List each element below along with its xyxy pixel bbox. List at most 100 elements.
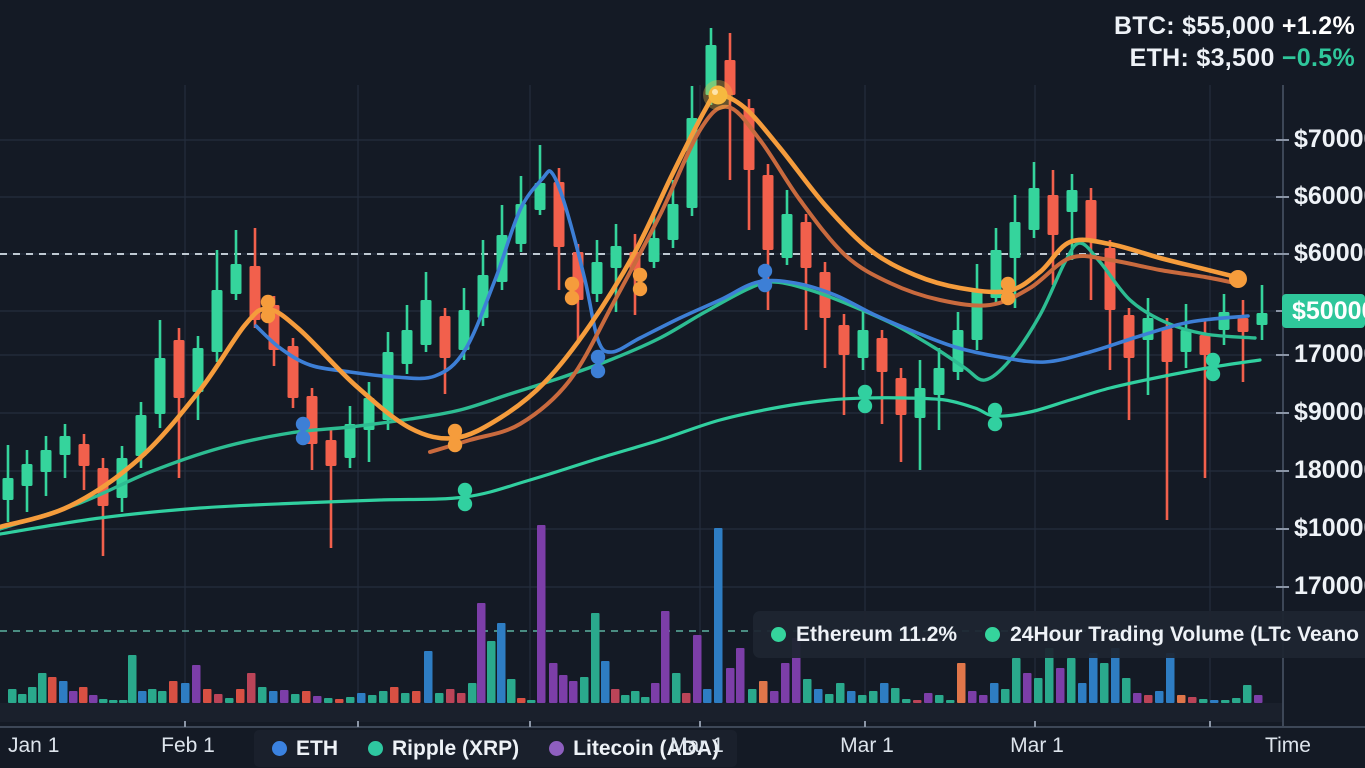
volume-bar — [138, 691, 147, 703]
volume-bar — [59, 681, 68, 703]
volume-bar — [477, 603, 486, 703]
candlestick — [59, 436, 71, 455]
eth-line — [254, 169, 1250, 381]
candlestick — [724, 60, 736, 95]
line-marker-icon — [457, 496, 473, 512]
peak-marker-icon — [712, 89, 718, 95]
legend-item-eth[interactable]: ETH — [272, 737, 338, 761]
legend-item-xrp[interactable]: Ripple (XRP) — [368, 737, 519, 761]
volume-bar — [1243, 685, 1252, 703]
series-legend: ETH Ripple (XRP) Litecoin (ADA) — [254, 730, 737, 767]
volume-bar — [621, 695, 630, 703]
volume-bar — [497, 623, 506, 703]
candlestick — [1085, 200, 1097, 240]
volume-bar — [507, 679, 516, 703]
candlestick — [211, 290, 223, 352]
volume-bar — [935, 695, 944, 703]
volume-bar — [158, 691, 167, 703]
candlestick — [762, 175, 774, 250]
candlestick — [990, 250, 1002, 298]
line-marker-icon — [1000, 276, 1016, 292]
legend-dot-icon — [985, 627, 1001, 642]
candlestick — [173, 340, 185, 398]
volume-bar — [1089, 653, 1098, 703]
y-axis-label: 170000 — [1294, 572, 1365, 600]
line-marker-icon — [1205, 366, 1221, 382]
candlestick — [439, 316, 451, 358]
volume-bar — [672, 673, 681, 703]
y-axis-label: $60000 — [1294, 182, 1365, 210]
candlestick — [135, 415, 147, 456]
line-marker-icon — [295, 430, 311, 446]
candlestick — [401, 330, 413, 364]
legend-dot-icon — [771, 627, 786, 642]
volume-strip — [0, 703, 1283, 722]
legend-item-ethereum[interactable]: Ethereum 11.2% — [771, 623, 957, 647]
candlestick — [1047, 195, 1059, 235]
line-marker-icon — [1000, 290, 1016, 306]
volume-bar — [1023, 673, 1032, 703]
volume-bar — [424, 651, 433, 703]
candlestick — [1142, 318, 1154, 340]
candlestick — [325, 440, 337, 466]
candlestick — [971, 290, 983, 340]
volume-bar — [192, 665, 201, 703]
candlestick — [382, 352, 394, 420]
legend-dot-icon — [368, 741, 383, 756]
line-marker-icon — [260, 294, 276, 310]
volume-bar — [457, 693, 466, 703]
volume-bar — [435, 693, 444, 703]
volume-bar — [1221, 700, 1230, 703]
volume-bar — [803, 679, 812, 703]
volume-bar — [651, 683, 660, 703]
volume-bar — [302, 691, 311, 703]
candlestick — [800, 222, 812, 268]
volume-bar — [736, 648, 745, 703]
volume-bar — [759, 681, 768, 703]
volume-bar — [591, 613, 600, 703]
volume-bar — [580, 677, 589, 703]
volume-bar — [379, 691, 388, 703]
candlestick — [857, 330, 869, 358]
volume-bar — [1056, 668, 1065, 703]
volume-bar — [390, 687, 399, 703]
legend-item-volume[interactable]: 24Hour Trading Volume (LTc Veano (2%) — [985, 623, 1365, 647]
volume-bar — [280, 690, 289, 703]
candlestick — [1237, 318, 1249, 332]
y-axis-label: 180000 — [1294, 456, 1365, 484]
y-axis-label: $90000 — [1294, 398, 1365, 426]
volume-bar — [79, 687, 88, 703]
volume-bar — [1144, 695, 1153, 703]
line-marker-icon — [564, 290, 580, 306]
line-marker-icon — [564, 276, 580, 292]
volume-bar — [446, 689, 455, 703]
ma-line-primary — [0, 92, 1243, 530]
line-marker-icon — [457, 482, 473, 498]
legend-item-label: 24Hour Trading Volume (LTc Veano (2%) — [1010, 622, 1365, 646]
volume-bar — [181, 683, 190, 703]
legend-item-ada[interactable]: Litecoin (ADA) — [549, 737, 719, 761]
volume-bar — [913, 700, 922, 703]
ada-line — [0, 358, 1262, 536]
candlestick — [344, 424, 356, 458]
volume-bar — [169, 681, 178, 703]
volume-bar — [836, 683, 845, 703]
line-marker-icon — [295, 416, 311, 432]
volume-bar — [89, 695, 98, 703]
volume-bar — [661, 611, 670, 703]
price-ticker: BTC: $55,000 +1.2% ETH: $3,500 −0.5% — [1114, 10, 1355, 74]
candlestick — [1256, 313, 1268, 325]
candlestick — [1066, 190, 1078, 212]
volume-bar — [703, 689, 712, 703]
volume-bar — [631, 691, 640, 703]
volume-bar — [946, 700, 955, 703]
volume-bar — [1254, 695, 1263, 703]
candlestick — [78, 444, 90, 466]
volume-bar — [1133, 693, 1142, 703]
volume-bar — [48, 677, 57, 703]
volume-bar — [346, 697, 355, 703]
volume-bar — [69, 691, 78, 703]
volume-bar — [1155, 691, 1164, 703]
candlestick — [610, 246, 622, 268]
